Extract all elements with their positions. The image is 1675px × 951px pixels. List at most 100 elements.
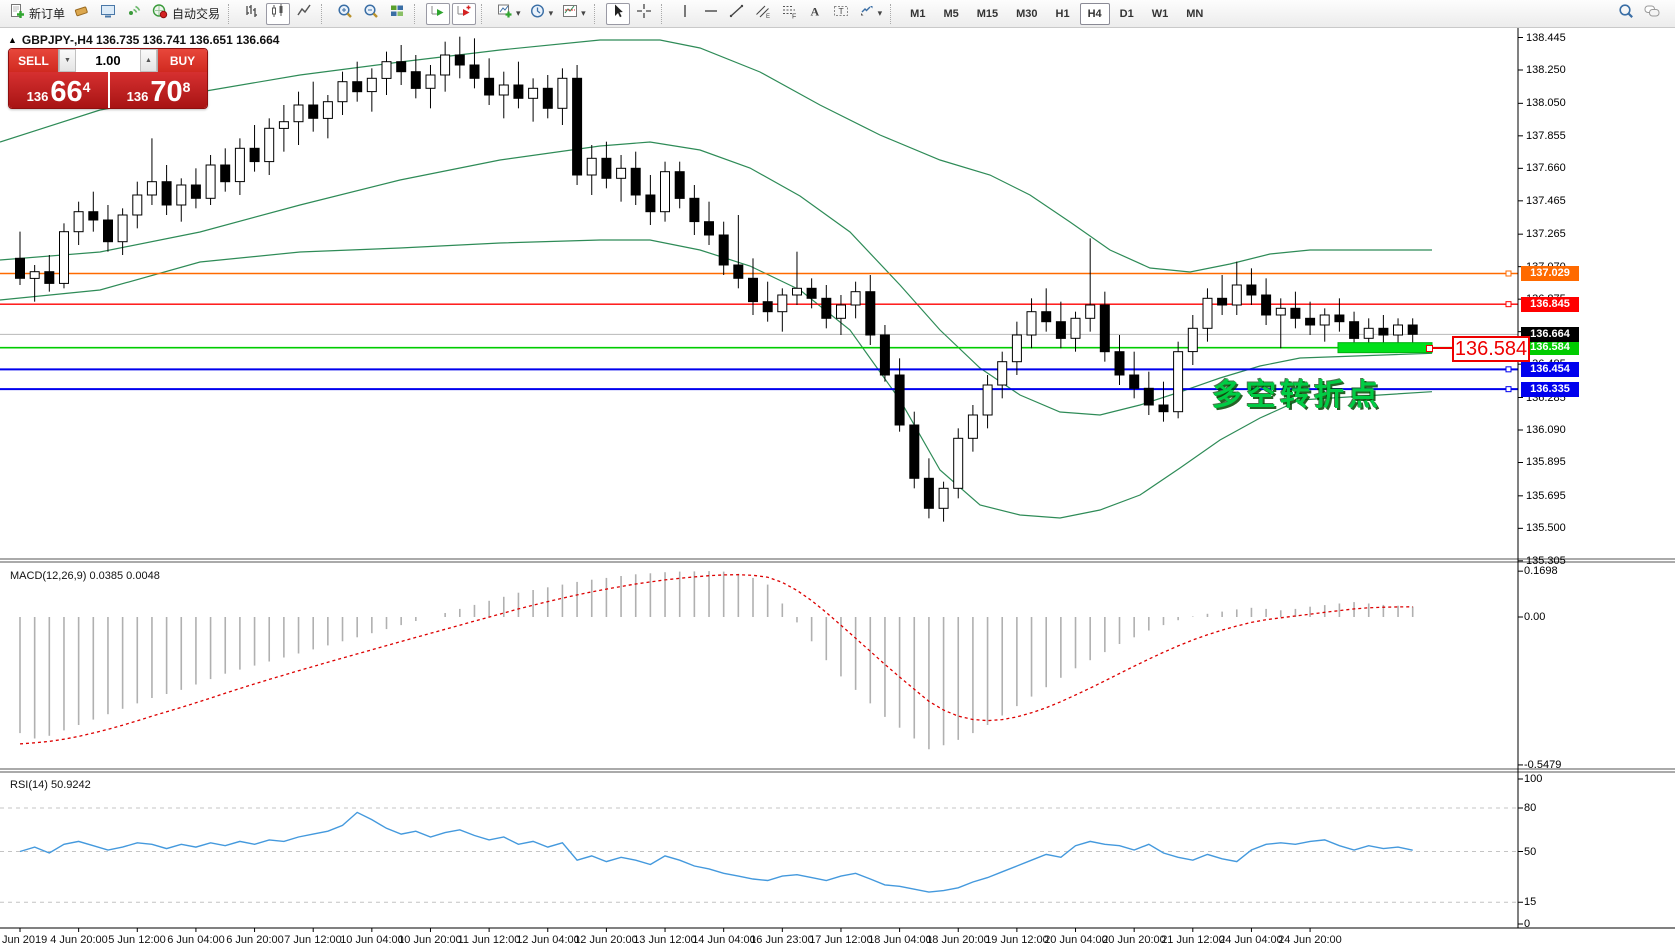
- price-tick-label: 135.500: [1526, 522, 1566, 534]
- rsi-line: [19, 811, 1413, 893]
- shapes-icon: [858, 2, 876, 25]
- timeframe-m5-button[interactable]: M5: [943, 7, 959, 20]
- callout-leader-line: [1430, 347, 1452, 349]
- svg-text:A: A: [810, 5, 819, 19]
- sell-price-button[interactable]: 136 66 4: [9, 72, 108, 108]
- chart-canvas[interactable]: [0, 28, 1675, 951]
- chart-area[interactable]: ▲ GBPJPY-,H4 136.735 136.741 136.651 136…: [0, 28, 1675, 951]
- cursor-button[interactable]: [605, 2, 630, 25]
- price-line-flag: 137.029: [1521, 266, 1579, 281]
- autoscroll-icon: [429, 2, 447, 25]
- tile-windows-button[interactable]: [385, 3, 409, 25]
- sell-price-big: 66: [50, 76, 83, 108]
- line-chart-button[interactable]: [292, 3, 316, 25]
- timeframe-mn-button[interactable]: MN: [1186, 7, 1204, 20]
- timeframe-m1-button[interactable]: M1: [910, 7, 926, 20]
- shapes-button[interactable]: ▾: [855, 3, 886, 25]
- sell-price-pip: 4: [82, 79, 91, 95]
- label-icon: T: [832, 2, 850, 25]
- timeframe-m30-button[interactable]: M30: [1016, 7, 1038, 20]
- volume-stepper: ▼ ▲: [58, 49, 158, 72]
- callout-anchor-square: [1426, 345, 1433, 352]
- svg-text:E: E: [766, 14, 770, 20]
- highlight-level-bar[interactable]: [1337, 342, 1433, 354]
- sell-button[interactable]: SELL: [9, 49, 58, 72]
- price-line-flag: 136.454: [1521, 362, 1579, 377]
- new-order-button[interactable]: 新订单: [5, 3, 68, 25]
- trendline-button[interactable]: [725, 3, 749, 25]
- label-button[interactable]: T: [829, 3, 853, 25]
- time-axis-label: 4 Jun 20:00: [50, 934, 108, 946]
- macd-histogram: [19, 571, 1414, 750]
- time-axis-label: 6 Jun 04:00: [167, 934, 225, 946]
- price-line-flag: 136.584: [1521, 340, 1579, 355]
- candle-chart-button[interactable]: [266, 2, 291, 25]
- panel-splitter[interactable]: [0, 558, 1675, 563]
- svg-text:F: F: [792, 14, 796, 21]
- price-tick-label: 137.465: [1526, 195, 1566, 207]
- price-tick-label: 135.695: [1526, 490, 1566, 502]
- timeframe-w1-button[interactable]: W1: [1151, 7, 1169, 20]
- time-axis-label: 18 Jun 04:00: [868, 934, 932, 946]
- channel-button[interactable]: E: [751, 3, 775, 25]
- cursor-icon: [609, 2, 627, 25]
- terminal-button[interactable]: [96, 3, 120, 25]
- macd-tick-label: 0.1698: [1524, 565, 1558, 577]
- add-chart-icon: [496, 2, 514, 25]
- eraser-button[interactable]: [70, 3, 94, 25]
- collapse-quote-arrow[interactable]: ▲: [8, 35, 17, 45]
- buy-button[interactable]: BUY: [158, 49, 207, 72]
- timeframe-d1-button[interactable]: D1: [1119, 7, 1134, 20]
- price-tick-label: 137.660: [1526, 162, 1566, 174]
- templates-button[interactable]: ▾: [558, 3, 589, 25]
- toolbar-separator: [890, 3, 898, 24]
- candlestick-series[interactable]: [15, 36, 1418, 522]
- zoom-in-button[interactable]: [333, 3, 357, 25]
- buy-price-big: 70: [150, 76, 183, 108]
- time-axis-label: 14 Jun 04:00: [692, 934, 756, 946]
- price-line-flag: 136.335: [1521, 382, 1579, 397]
- chevron-down-icon: ▾: [548, 8, 554, 18]
- svg-text:T: T: [838, 6, 843, 16]
- panel-splitter[interactable]: [0, 768, 1675, 773]
- timeframe-m15-button[interactable]: M15: [976, 7, 999, 20]
- tiles-icon: [388, 2, 406, 25]
- zoom-out-icon: [362, 2, 380, 25]
- buy-price-button[interactable]: 136 70 8: [108, 72, 207, 108]
- volume-decrease-button[interactable]: ▼: [59, 49, 76, 72]
- bar-chart-button[interactable]: [240, 3, 264, 25]
- hline-button[interactable]: [699, 3, 723, 25]
- one-click-trading-panel: SELL ▼ ▲ BUY 136 66 4 136 70 8: [8, 48, 208, 109]
- price-tick-label: 135.305: [1526, 555, 1566, 567]
- text-button[interactable]: A: [803, 3, 827, 25]
- signal-button[interactable]: [122, 3, 146, 25]
- zoom-out-button[interactable]: [359, 3, 383, 25]
- rsi-tick-label: 100: [1524, 773, 1543, 785]
- buy-price-prefix: 136: [126, 89, 149, 104]
- crosshair-button[interactable]: [632, 3, 656, 25]
- doc-plus-icon: [8, 2, 26, 25]
- volume-increase-button[interactable]: ▲: [140, 49, 157, 72]
- volume-input[interactable]: [76, 49, 140, 72]
- timeframe-h4-button[interactable]: H4: [1079, 2, 1110, 25]
- periods-button[interactable]: ▾: [526, 3, 557, 25]
- buy-price-pip: 8: [182, 79, 191, 95]
- toolbar-separator: [321, 3, 329, 24]
- fibo-button[interactable]: F: [777, 3, 801, 25]
- auto-scroll-button[interactable]: [426, 2, 451, 25]
- autotrade-button[interactable]: 自动交易: [148, 3, 223, 25]
- crosshair-icon: [635, 2, 653, 25]
- chart-shift-button[interactable]: [452, 2, 477, 25]
- hline-icon: [702, 2, 720, 25]
- search-button[interactable]: [1614, 3, 1638, 25]
- timeframe-h1-button[interactable]: H1: [1055, 7, 1070, 20]
- price-tick-label: 137.265: [1526, 228, 1566, 240]
- time-axis-label: 4 Jun 2019: [0, 934, 48, 946]
- toolbar-separator: [593, 3, 602, 24]
- time-axis-label: 10 Jun 04:00: [340, 934, 404, 946]
- chat-button[interactable]: [1640, 3, 1664, 25]
- time-axis-label: 20 Jun 20:00: [1102, 934, 1166, 946]
- vline-button[interactable]: [673, 3, 697, 25]
- indicators-button[interactable]: ▾: [493, 3, 524, 25]
